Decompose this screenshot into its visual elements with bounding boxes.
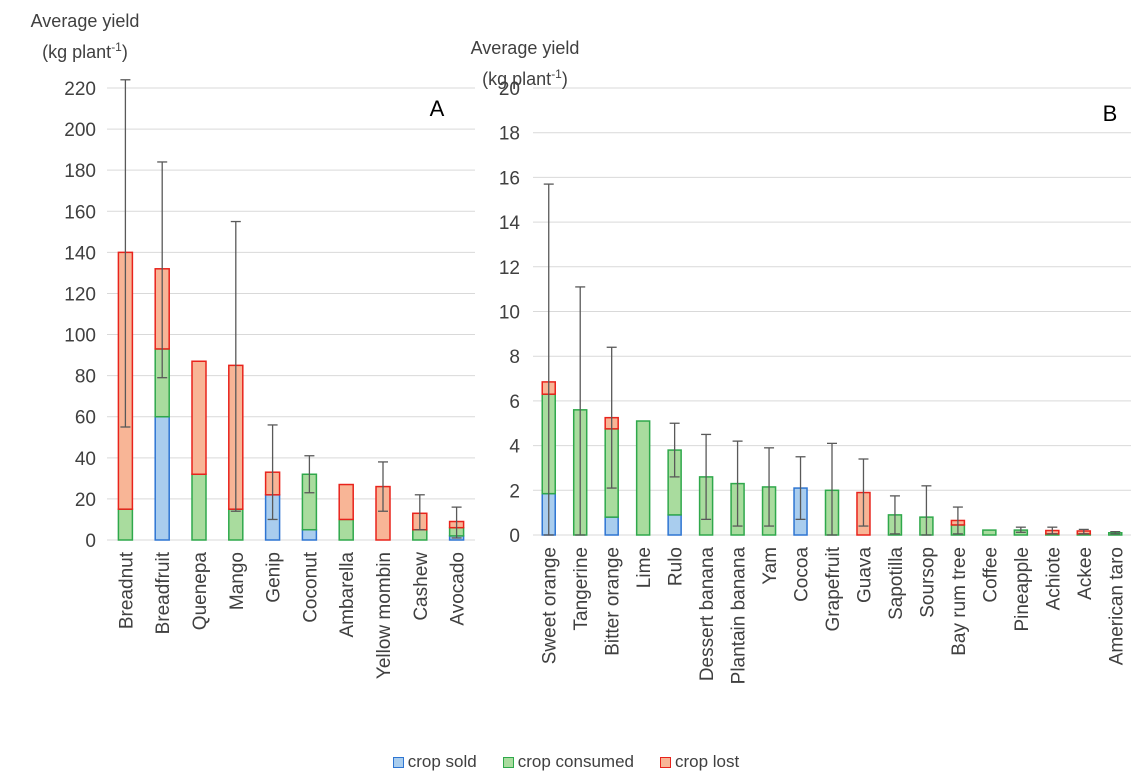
x-tick-label: Quenepa	[190, 552, 211, 631]
y-tick-label: 20	[499, 79, 520, 100]
y-tick-label: 80	[75, 367, 96, 388]
x-tick-label: Sapotilla	[886, 547, 907, 620]
x-tick-label: Ackee	[1075, 547, 1096, 600]
y-tick-label: 60	[75, 408, 96, 429]
y-tick-label: 200	[64, 120, 96, 141]
legend-item-lost: crop lost	[659, 752, 740, 772]
bar-segment-sold	[604, 516, 619, 536]
x-tick-label: Mango	[227, 552, 248, 610]
y-axis-label: Average yield	[471, 38, 580, 58]
bar-segment-lost	[338, 483, 354, 521]
bar-segment-consumed	[191, 473, 207, 541]
legend-label-sold: crop sold	[407, 752, 477, 771]
y-tick-label: 8	[509, 347, 520, 368]
x-tick-label: Pineapple	[1012, 547, 1033, 632]
y-tick-label: 0	[85, 531, 96, 552]
bar-segment-consumed	[338, 518, 354, 541]
x-tick-label: Achiote	[1043, 547, 1064, 610]
x-tick-label: Cocoa	[792, 547, 813, 602]
x-tick-label: Coconut	[300, 551, 321, 622]
y-axis-label: Average yield	[31, 11, 140, 31]
legend-swatch-consumed	[502, 756, 514, 768]
x-tick-label: Lime	[634, 547, 655, 588]
y-tick-label: 2	[509, 481, 520, 502]
x-tick-label: Coffee	[980, 547, 1001, 603]
y-tick-label: 20	[75, 490, 96, 511]
x-tick-label: Sweet orange	[540, 547, 561, 664]
x-tick-label: American taro	[1106, 547, 1127, 665]
bar-segment-consumed	[228, 508, 244, 541]
x-tick-label: Yellow mombin	[374, 552, 395, 679]
x-tick-label: Bitter orange	[603, 547, 624, 656]
y-tick-label: 4	[509, 437, 520, 458]
legend-item-consumed: crop consumed	[502, 752, 634, 772]
x-tick-label: Breadnut	[116, 551, 137, 629]
legend-swatch-lost	[659, 756, 671, 768]
y-tick-label: 0	[509, 526, 520, 547]
y-tick-label: 120	[64, 284, 96, 305]
y-axis-unit: (kg plant-1)	[482, 67, 568, 89]
x-tick-label: Avocado	[448, 552, 469, 626]
panel-label: B	[1103, 101, 1118, 126]
x-tick-label: Dessert banana	[697, 547, 718, 682]
bar-segment-consumed	[982, 529, 997, 536]
x-tick-label: Cashew	[411, 552, 432, 621]
legend-label-lost: crop lost	[674, 752, 740, 771]
chart-a: 0 20 40 60 80 100 120 140 160 180 200 220 Average yi…	[31, 11, 475, 679]
legend-label-consumed: crop consumed	[517, 752, 634, 771]
x-tick-label: Bay rum tree	[949, 547, 970, 656]
x-tick-label: Rulo	[666, 547, 687, 586]
y-tick-label: 16	[499, 168, 520, 189]
bar-segment-sold	[667, 514, 682, 536]
y-tick-label: 180	[64, 161, 96, 182]
x-tick-label: Genip	[264, 552, 285, 603]
chart-b: 0 2 4 6 8 10 12 14 16 18 20 Average yield (kg plant-…	[471, 38, 1131, 684]
y-tick-label: 40	[75, 449, 96, 470]
y-tick-label: 140	[64, 243, 96, 264]
y-tick-label: 14	[499, 213, 521, 234]
y-axis-unit: (kg plant-1)	[42, 40, 128, 62]
legend: crop sold crop consumed crop lost	[0, 752, 1132, 772]
bar-segment-sold	[301, 528, 318, 541]
x-tick-label: Soursop	[917, 547, 938, 618]
y-tick-label: 12	[499, 258, 520, 279]
x-tick-label: Plantain banana	[729, 547, 750, 685]
y-tick-label: 10	[499, 303, 520, 324]
bar-segment-sold	[154, 415, 170, 541]
x-tick-label: Yam	[760, 547, 781, 585]
x-tick-label: Grapefruit	[823, 546, 844, 631]
y-tick-label: 18	[499, 124, 520, 145]
bar-segment-lost	[191, 360, 207, 476]
bar-segment-consumed	[635, 420, 651, 536]
x-tick-label: Guava	[854, 547, 875, 603]
legend-swatch-sold	[392, 756, 404, 768]
y-tick-label: 6	[509, 392, 520, 413]
y-tick-label: 220	[64, 79, 96, 100]
y-tick-label: 100	[64, 326, 96, 347]
legend-item-sold: crop sold	[392, 752, 477, 772]
x-tick-label: Tangerine	[571, 547, 592, 630]
x-tick-label: Breadfruit	[153, 551, 174, 634]
x-tick-label: Ambarella	[337, 552, 358, 638]
y-tick-label: 160	[64, 202, 96, 223]
bar-segment-consumed	[412, 528, 428, 541]
bar-segment-consumed	[117, 508, 134, 541]
panel-label: A	[430, 96, 445, 121]
